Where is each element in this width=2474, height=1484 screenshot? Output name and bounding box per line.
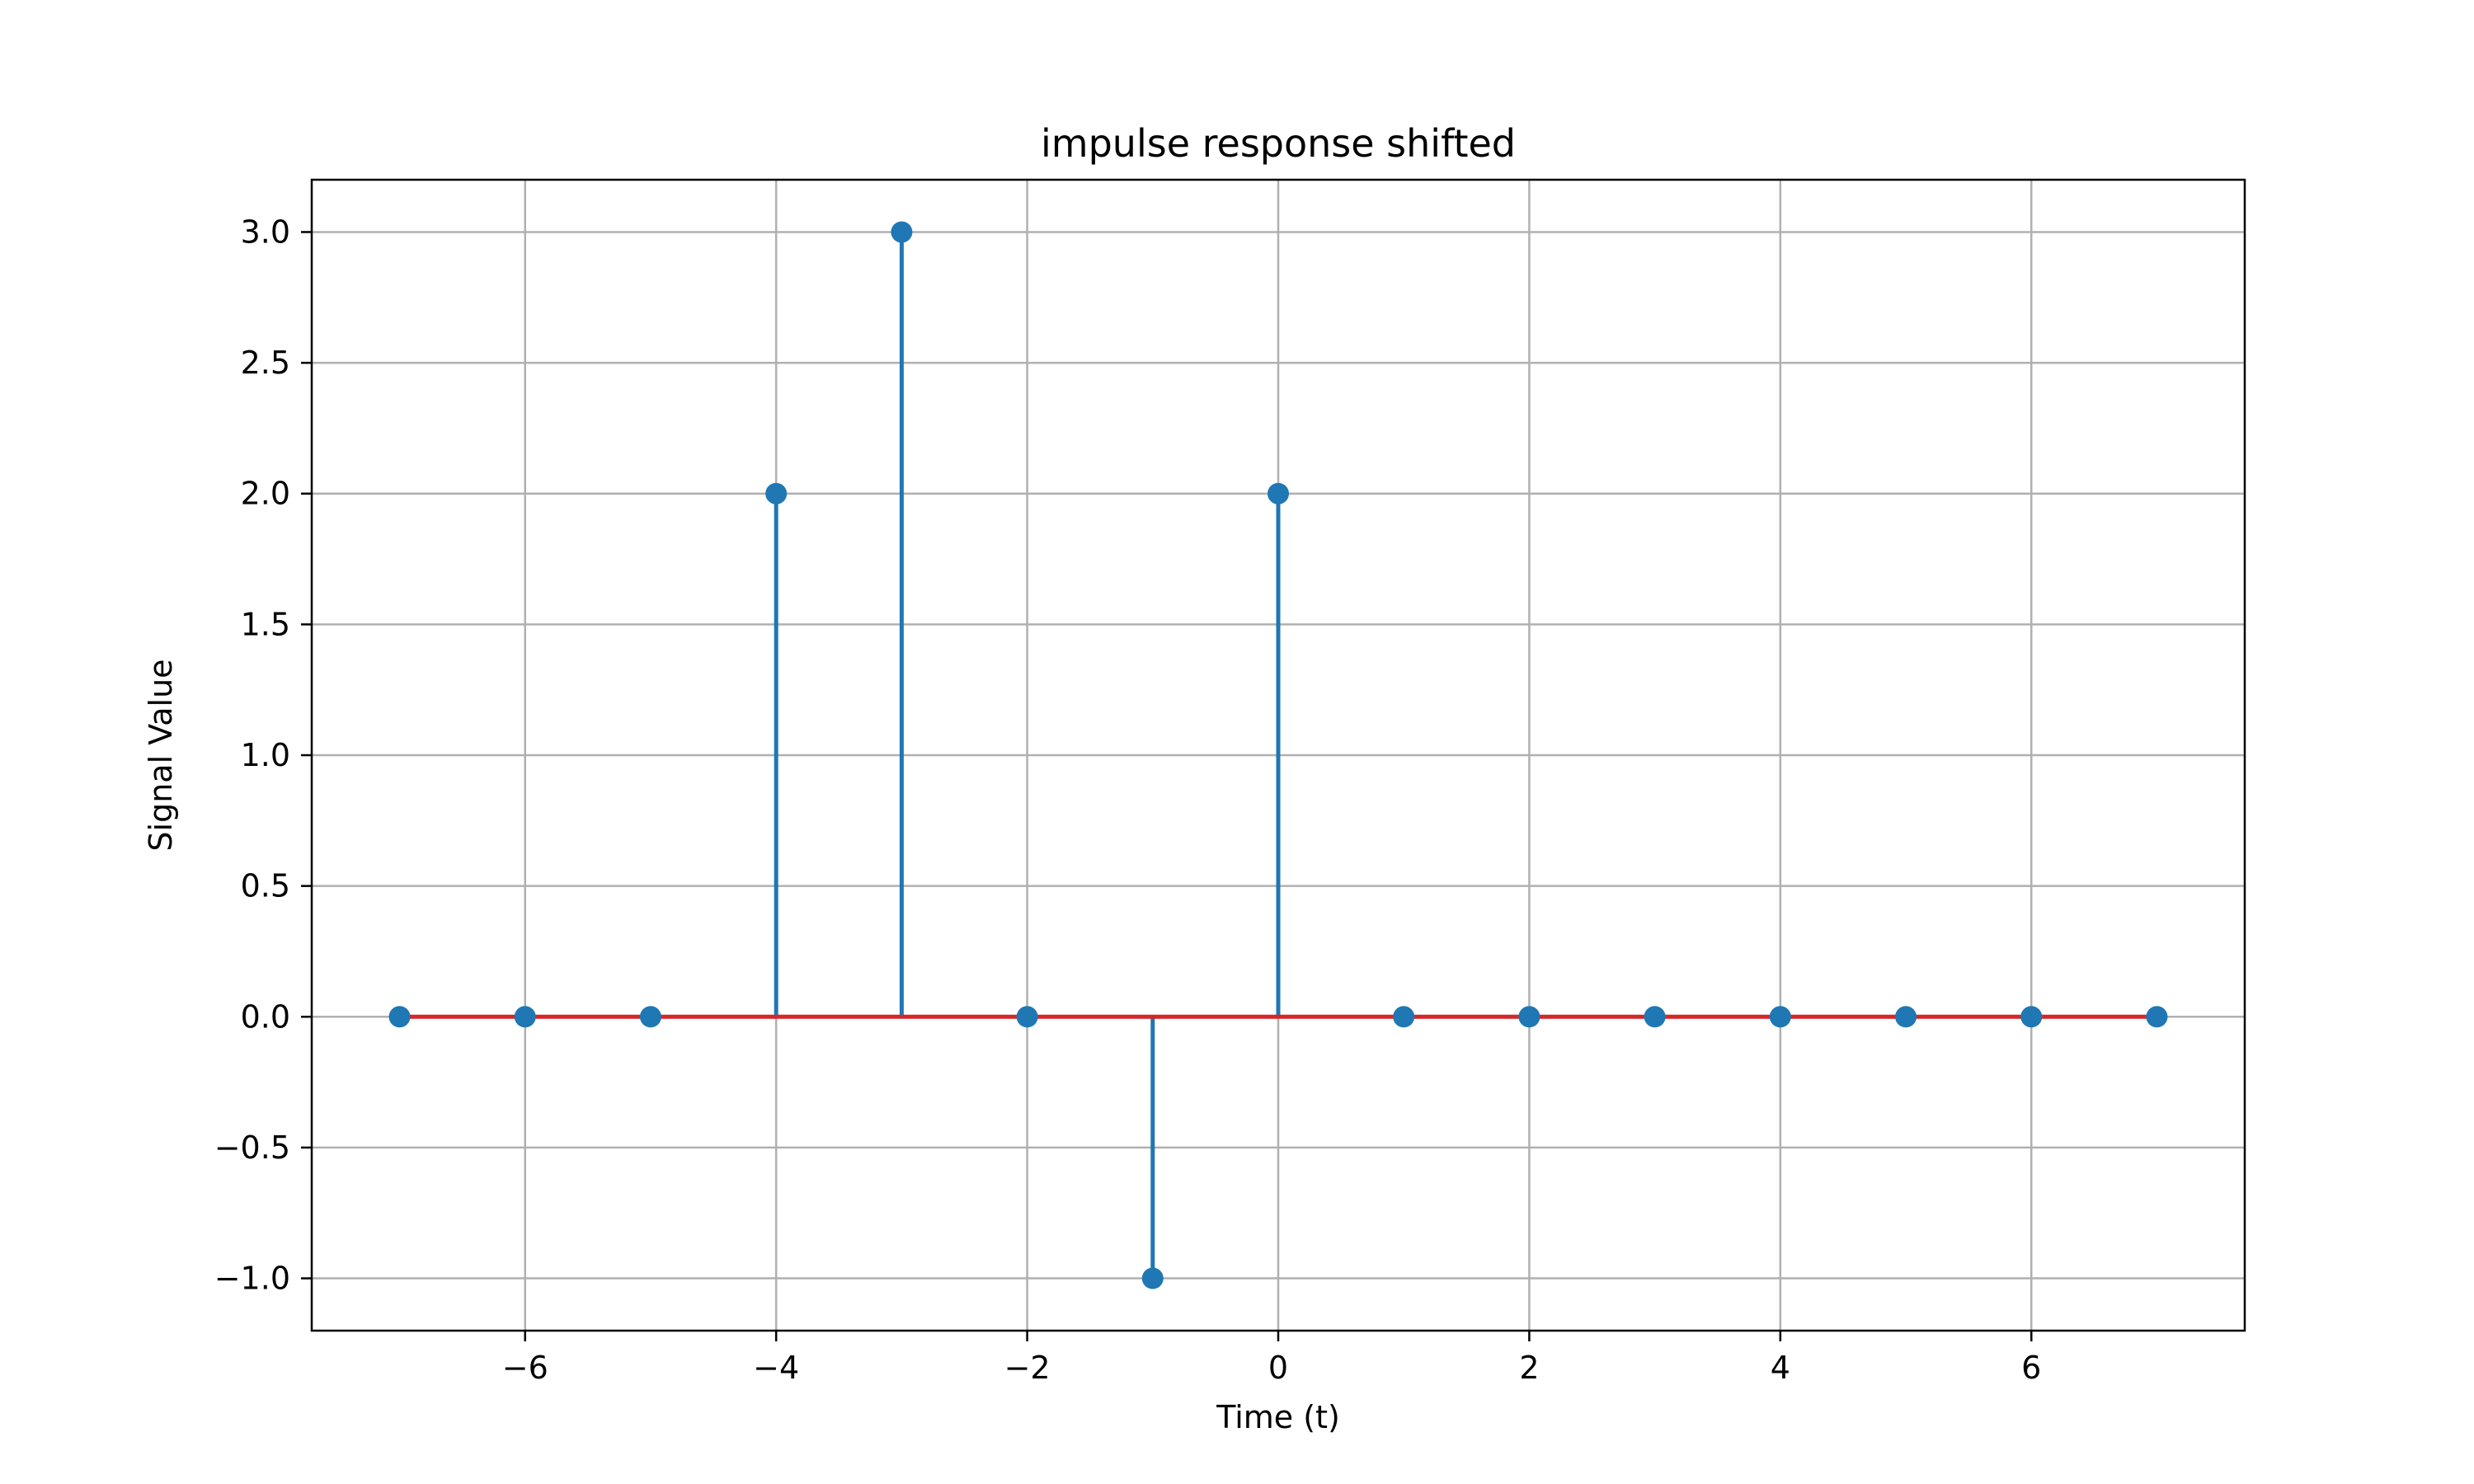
x-tick-label: 4 [1771, 1350, 1790, 1386]
x-axis-ticks: −6 −4 −2 0 2 4 6 [502, 1331, 2041, 1386]
plot-area-frame [310, 178, 2246, 1332]
y-tick-label: 0.0 [241, 998, 290, 1035]
y-axis-label: Signal Value [143, 659, 179, 851]
stem-marker [1895, 1006, 1917, 1028]
stem-marker [891, 221, 913, 243]
x-tick-label: 0 [1268, 1350, 1288, 1386]
y-tick-label: −1.0 [214, 1261, 290, 1297]
stem-marker [2020, 1006, 2043, 1028]
stem-marker [1141, 1267, 1164, 1289]
y-tick-label: 1.0 [241, 737, 290, 773]
stem-marker [1769, 1006, 1791, 1028]
x-axis-label: Time (t) [1216, 1399, 1340, 1435]
chart-title: impulse response shifted [1041, 121, 1516, 166]
y-tick-label: −0.5 [214, 1129, 290, 1166]
stem-marker [1393, 1006, 1415, 1028]
stem-marker [639, 1006, 661, 1028]
stem-marker [1016, 1006, 1038, 1028]
stem-marker [514, 1006, 536, 1028]
x-tick-label: −4 [753, 1350, 799, 1386]
stem-lines [774, 232, 1281, 1279]
y-axis-ticks: −1.0 −0.5 0.0 0.5 1.0 1.5 2.0 2.5 3.0 [214, 214, 312, 1297]
x-tick-label: 2 [1519, 1350, 1539, 1386]
stem-marker [765, 482, 788, 505]
stem-marker [1268, 482, 1289, 505]
y-tick-label: 3.0 [241, 214, 290, 250]
stem-marker [1518, 1006, 1540, 1028]
x-tick-label: 6 [2021, 1350, 2041, 1386]
stem-marker [1644, 1006, 1666, 1028]
stem-markers [388, 221, 2168, 1289]
y-tick-label: 2.0 [241, 476, 290, 512]
x-tick-label: −6 [502, 1350, 548, 1386]
stem-marker [2146, 1006, 2168, 1028]
y-tick-label: 1.5 [241, 606, 290, 642]
y-tick-label: 2.5 [241, 345, 290, 381]
y-tick-label: 0.5 [241, 868, 290, 904]
x-tick-label: −2 [1004, 1350, 1051, 1386]
stem-marker [388, 1006, 411, 1028]
